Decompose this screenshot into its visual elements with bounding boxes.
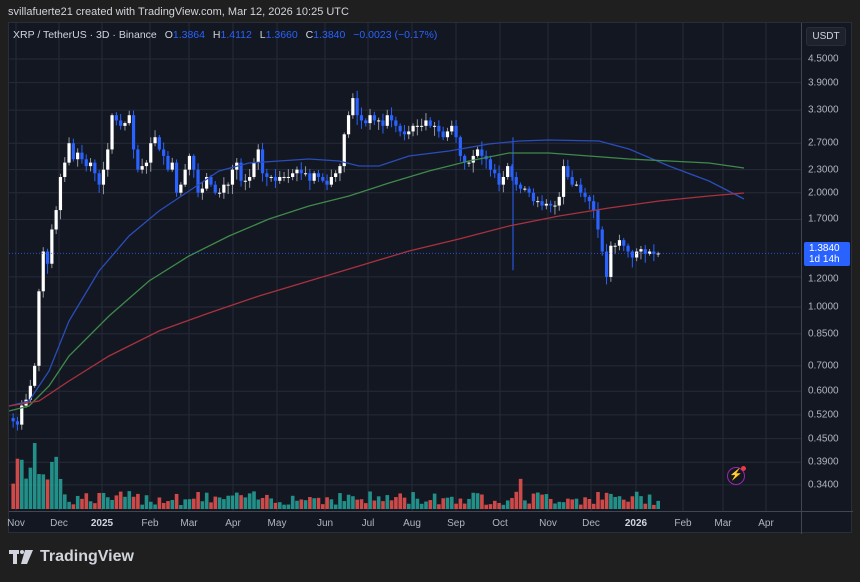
time-label: Mar xyxy=(180,518,198,529)
price-label: 2.7000 xyxy=(808,137,839,149)
notification-dot xyxy=(741,466,746,471)
price-label: 0.8500 xyxy=(808,328,839,340)
plot-area[interactable]: XRP / TetherUS · 3D · Binance O1.3864 H1… xyxy=(9,23,801,511)
price-label: 1.2000 xyxy=(808,273,839,285)
close-value: 1.3840 xyxy=(313,29,346,41)
time-label: Dec xyxy=(582,518,600,529)
brand-name: TradingView xyxy=(40,548,134,565)
time-label: Nov xyxy=(539,518,557,529)
axis-corner xyxy=(801,511,853,534)
chart-panel: XRP / TetherUS · 3D · Binance O1.3864 H1… xyxy=(7,22,853,534)
time-label: Oct xyxy=(492,518,508,529)
time-label: Apr xyxy=(225,518,241,529)
time-axis[interactable]: Nov Dec 2025 Feb Mar Apr May Jun Jul Aug Sep Oct Nov… xyxy=(7,511,801,534)
time-label: 2026 xyxy=(624,518,648,529)
price-label: 3.9000 xyxy=(808,77,839,89)
candlestick-chart xyxy=(9,23,801,511)
price-label: 0.5200 xyxy=(808,409,839,421)
time-label: Sep xyxy=(447,518,465,529)
close-label: C xyxy=(305,29,314,41)
high-label: H xyxy=(212,29,221,41)
open-value: 1.3864 xyxy=(172,29,205,41)
price-label: 0.6000 xyxy=(808,385,839,397)
low-label: L xyxy=(259,29,266,41)
open-label: O xyxy=(164,29,173,41)
price-label: 0.4500 xyxy=(808,433,839,445)
time-label: Dec xyxy=(50,518,68,529)
symbol-legend: XRP / TetherUS · 3D · Binance O1.3864 H1… xyxy=(13,29,437,41)
time-label: May xyxy=(267,518,287,529)
change-value: −0.0023 (−0.17%) xyxy=(353,29,438,41)
time-label: Nov xyxy=(7,518,25,529)
time-label: Aug xyxy=(403,518,421,529)
attribution-text: svillafuerte21 created with TradingView.… xyxy=(8,6,349,18)
time-label: Apr xyxy=(758,518,774,529)
current-price-tag: 1.3840 1d 14h xyxy=(804,242,850,266)
high-value: 1.4112 xyxy=(220,29,252,41)
price-label: 2.0000 xyxy=(808,187,839,199)
price-label: 1.0000 xyxy=(808,301,839,313)
currency-button[interactable]: USDT xyxy=(806,27,846,46)
price-label: 0.3400 xyxy=(808,479,839,491)
price-label: 1.7000 xyxy=(808,213,839,225)
price-label: 2.3000 xyxy=(808,164,839,176)
price-label: 4.5000 xyxy=(808,53,839,65)
symbol-name[interactable]: XRP / TetherUS · 3D · Binance xyxy=(13,29,157,41)
current-price: 1.3840 xyxy=(809,243,840,254)
time-label: Feb xyxy=(141,518,159,529)
tradingview-logo[interactable]: TradingView xyxy=(9,548,134,566)
low-value: 1.3660 xyxy=(265,29,298,41)
time-label: Jul xyxy=(361,518,375,529)
time-label: Mar xyxy=(714,518,732,529)
bar-countdown: 1d 14h xyxy=(809,254,840,265)
time-label: Feb xyxy=(674,518,692,529)
lightning-icon[interactable]: ⚡ xyxy=(727,466,746,485)
price-label: 3.3000 xyxy=(808,104,839,116)
price-label: 0.3900 xyxy=(808,456,839,468)
time-label: Jun xyxy=(316,518,334,529)
price-label: 0.7000 xyxy=(808,360,839,372)
time-label: 2025 xyxy=(90,518,114,529)
tradingview-logo-icon xyxy=(9,550,33,564)
price-axis[interactable]: USDT 1.3840 1d 14h 4.5000 3.9000 3.3000 2.7… xyxy=(801,23,853,511)
